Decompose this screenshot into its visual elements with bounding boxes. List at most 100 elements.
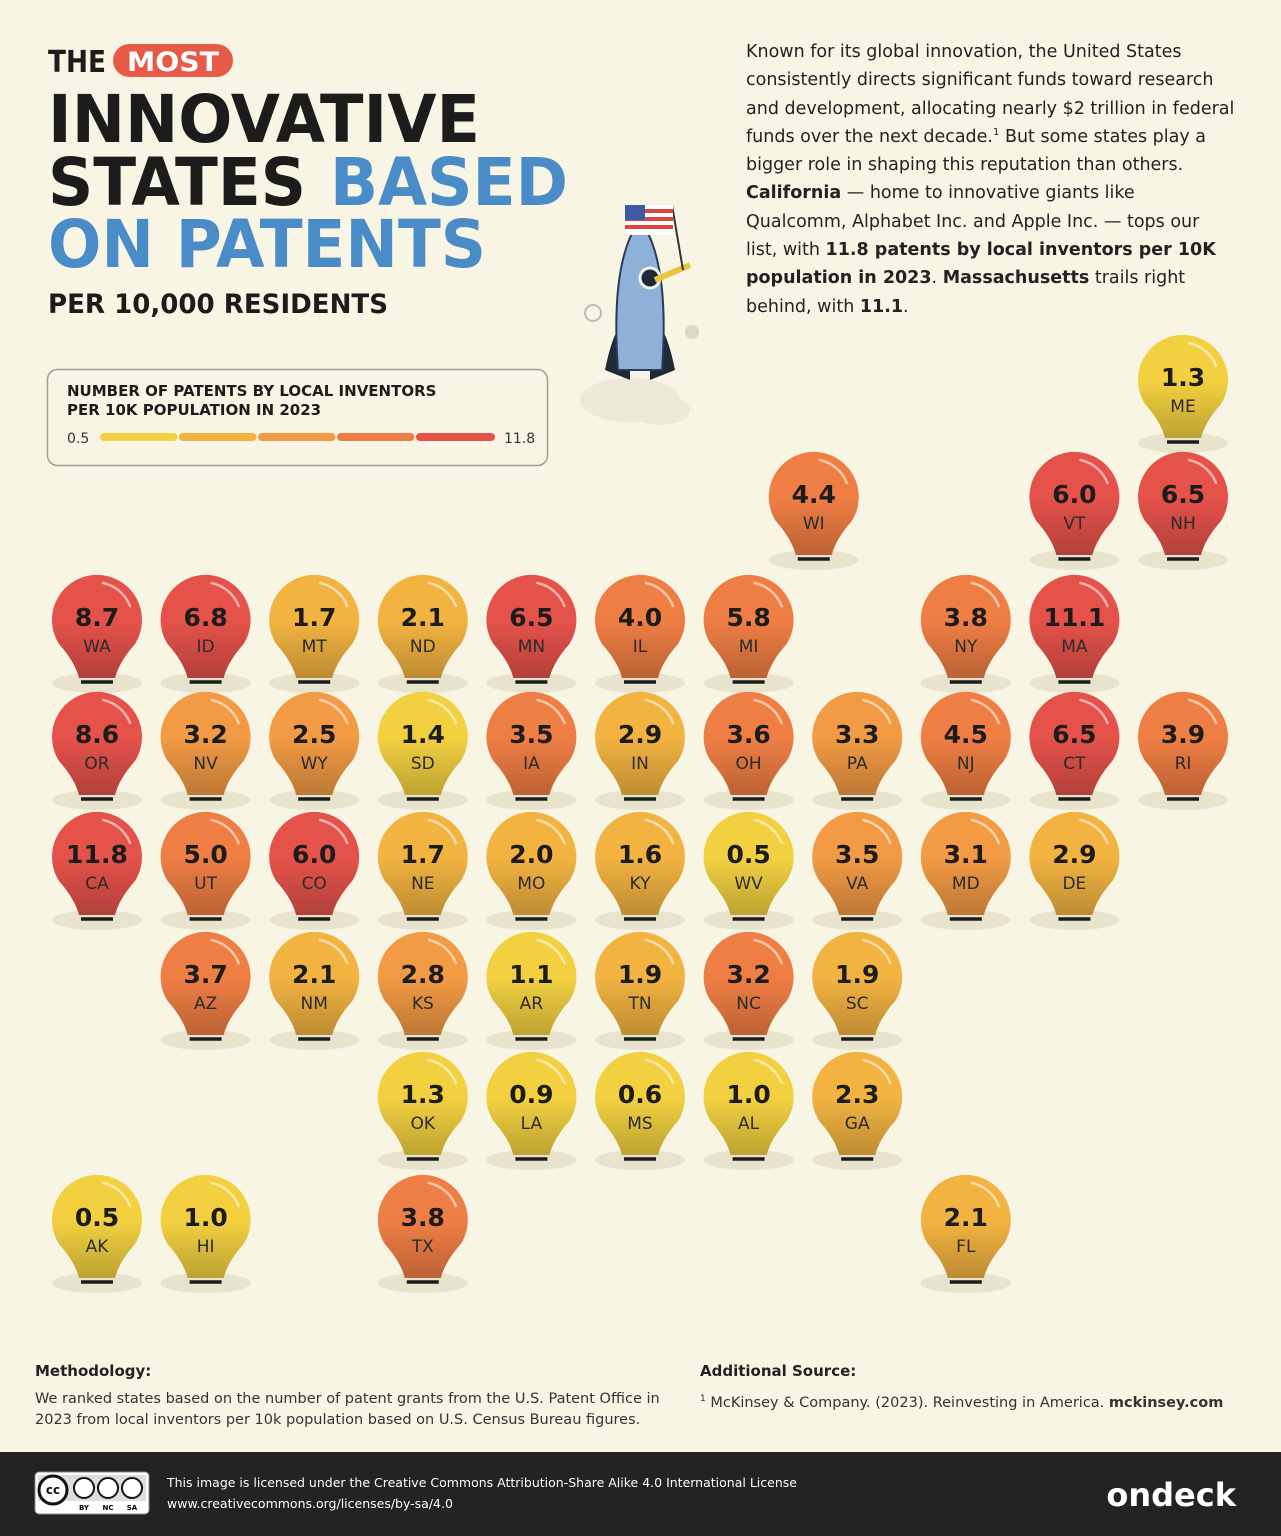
value-label: 3.9 — [1161, 720, 1205, 749]
state-label: ME — [1170, 397, 1195, 417]
value-label: 3.3 — [835, 720, 879, 749]
value-label: 1.6 — [618, 840, 662, 869]
value-label: 3.2 — [183, 720, 227, 749]
value-label: 2.0 — [509, 840, 553, 869]
title-most: MOST — [127, 47, 220, 78]
state-label: MI — [739, 637, 759, 657]
value-label: 0.5 — [726, 840, 770, 869]
methodology-heading: Methodology: — [35, 1362, 151, 1380]
state-bulb: 5.8 MI — [704, 575, 794, 693]
state-label: NJ — [957, 754, 975, 774]
value-label: 0.6 — [618, 1080, 662, 1109]
brand: ondeck — [1106, 1476, 1236, 1514]
state-label: TX — [411, 1237, 434, 1257]
legend-swatch — [179, 433, 257, 441]
state-label: AR — [520, 994, 544, 1014]
state-label: SC — [846, 994, 869, 1014]
value-label: 8.7 — [75, 603, 119, 632]
state-label: AL — [738, 1114, 760, 1134]
state-bulb: 8.6OR — [52, 692, 142, 810]
title-the: THE — [48, 45, 106, 80]
state-label: CT — [1063, 754, 1086, 774]
state-bulb: 11.1 MA — [1029, 575, 1119, 693]
state-bulb: 4.0IL — [595, 575, 685, 693]
by-icon — [74, 1478, 94, 1498]
state-bulb: 1.7MT — [269, 575, 359, 693]
state-label: MO — [517, 874, 545, 894]
state-label: NC — [736, 994, 761, 1014]
state-label: NY — [954, 637, 978, 657]
state-label: DE — [1062, 874, 1086, 894]
value-label: 3.8 — [401, 1203, 445, 1232]
state-label: AZ — [194, 994, 217, 1014]
value-label: 2.9 — [618, 720, 662, 749]
value-label: 4.0 — [618, 603, 662, 632]
value-label: 3.5 — [509, 720, 553, 749]
source: McKinsey & Company. (2023). Reinvesting … — [710, 1395, 1109, 1411]
value-label: 2.1 — [292, 960, 336, 989]
state-label: CA — [85, 874, 109, 894]
state-bulb: 1.0AL — [704, 1052, 794, 1170]
sa-icon — [122, 1478, 142, 1498]
value-label: 4.4 — [792, 480, 836, 509]
value-label: 0.9 — [509, 1080, 553, 1109]
state-label: CO — [302, 874, 327, 894]
methodology-text: We ranked states based on the number of … — [35, 1389, 675, 1431]
state-bulb: 3.8 TX — [378, 1175, 468, 1293]
state-bulb: 6.5MN — [486, 575, 576, 693]
state-bulb: 0.5AK — [52, 1175, 142, 1293]
state-bulb: 3.7AZ — [161, 932, 251, 1050]
value-label: 1.7 — [292, 603, 336, 632]
state-label: ID — [197, 637, 215, 657]
state-label: OR — [84, 754, 109, 774]
value-label: 2.1 — [401, 603, 445, 632]
state-label: OH — [736, 754, 762, 774]
state-label: VT — [1063, 514, 1086, 534]
state-label: LA — [521, 1114, 543, 1134]
state-label: HI — [197, 1237, 215, 1257]
state-bulb: 3.6OH — [704, 692, 794, 810]
value-label: 1.0 — [183, 1203, 227, 1232]
state-bulb: 3.2NC — [704, 932, 794, 1050]
state-label: RI — [1175, 754, 1192, 774]
state-label: PA — [847, 754, 868, 774]
value-label: 5.8 — [726, 603, 770, 632]
state-bulb: 1.9TN — [595, 932, 685, 1050]
state-label: NH — [1170, 514, 1196, 534]
subtitle: PER 10,000 RESIDENTS — [48, 289, 388, 320]
value-label: 1.3 — [1161, 363, 1205, 392]
legend-swatch — [416, 433, 495, 441]
cc-label: NC — [103, 1504, 114, 1512]
value-label: 6.0 — [292, 840, 336, 869]
title-line: ON PATENTS — [48, 206, 486, 283]
intro-segment: Massachusetts — [943, 268, 1090, 288]
state-bulb: 2.1ND — [378, 575, 468, 693]
state-label: GA — [845, 1114, 870, 1134]
state-bulb: 3.3 PA — [812, 692, 902, 810]
state-label: NV — [193, 754, 218, 774]
state-bulb: 11.8 CA — [52, 812, 142, 930]
value-label: 11.8 — [66, 840, 128, 869]
value-label: 1.7 — [401, 840, 445, 869]
state-bulb: 4.4WI — [769, 452, 859, 570]
state-bulb: 8.7WA — [52, 575, 142, 693]
value-label: 11.1 — [1044, 603, 1106, 632]
legend-swatch — [258, 433, 336, 441]
state-label: IA — [523, 754, 540, 774]
state-bulb: 6.8ID — [161, 575, 251, 693]
value-label: 2.3 — [835, 1080, 879, 1109]
state-bulb: 6.5NH — [1138, 452, 1228, 570]
intro-segment: California — [746, 183, 841, 203]
state-label: MA — [1061, 637, 1088, 657]
state-bulb: 3.5VA — [812, 812, 902, 930]
source-heading: Additional Source: — [700, 1362, 856, 1380]
state-label: NM — [301, 994, 328, 1014]
state-bulb: 6.0 CO — [269, 812, 359, 930]
state-bulb: 3.5 IA — [486, 692, 576, 810]
state-bulb: 1.0 HI — [161, 1175, 251, 1293]
state-bulb: 1.1AR — [486, 932, 576, 1050]
state-bulb: 6.5CT — [1029, 692, 1119, 810]
cc-text: cc — [46, 1483, 60, 1497]
state-label: WV — [734, 874, 763, 894]
value-label: 1.4 — [401, 720, 445, 749]
